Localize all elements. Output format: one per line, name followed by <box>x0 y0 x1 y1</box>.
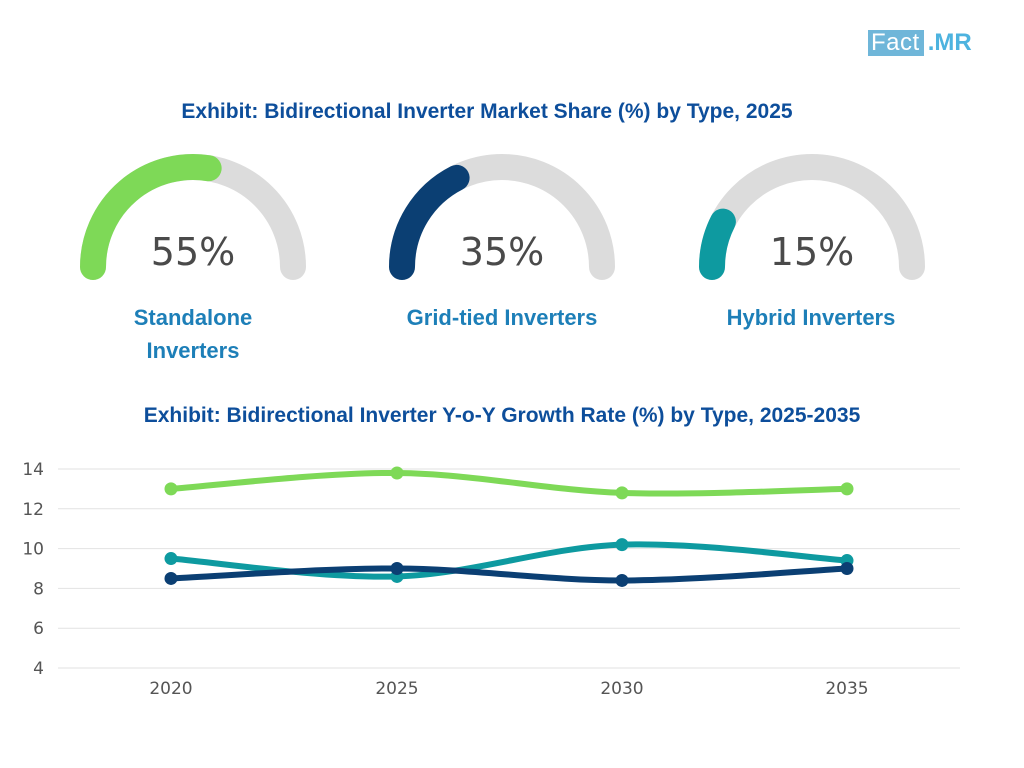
data-point-hybrid-inverters <box>615 538 629 552</box>
y-tick-label: 8 <box>33 579 44 599</box>
data-point-grid-tied-inverters <box>840 562 854 575</box>
gauge-value-hybrid: 15% <box>770 230 854 274</box>
data-point-standalone-inverters <box>615 486 629 500</box>
data-point-grid-tied-inverters <box>615 573 629 587</box>
gauge-fill-grid-tied <box>389 164 470 280</box>
data-point-standalone-inverters <box>164 482 178 496</box>
series-line-grid-tied-inverters <box>168 565 850 584</box>
data-point-hybrid-inverters <box>164 552 178 566</box>
data-point-standalone-inverters <box>390 466 404 480</box>
x-tick-label: 2030 <box>600 679 643 699</box>
logo-text-mr: .MR <box>927 29 972 56</box>
factmr-logo: Fact .MR <box>868 30 972 56</box>
gauge-value-standalone: 55% <box>151 230 235 274</box>
series-line-hybrid-inverters <box>168 541 850 580</box>
series-line-standalone-inverters <box>168 469 850 497</box>
gauge-fill-standalone <box>80 154 222 280</box>
y-tick-label: 10 <box>22 540 44 560</box>
data-point-standalone-inverters <box>840 482 854 496</box>
gauge-label-hybrid: Hybrid Inverters <box>726 305 896 330</box>
gauge-label-standalone: Standalone Inverters <box>133 305 253 363</box>
y-tick-label: 12 <box>22 500 44 520</box>
x-tick-label: 2035 <box>825 679 868 699</box>
gauge-fill-hybrid <box>699 208 736 280</box>
logo-text-fact: Fact <box>868 30 924 56</box>
gauge-label-grid-tied: Grid-tied Inverters <box>406 305 598 330</box>
x-tick-label: 2020 <box>149 679 192 699</box>
data-point-grid-tied-inverters <box>390 562 404 575</box>
y-tick-label: 4 <box>33 659 44 679</box>
gauge-value-grid-tied: 35% <box>460 230 544 274</box>
data-point-grid-tied-inverters <box>164 571 178 585</box>
gauge-chart-title: Exhibit: Bidirectional Inverter Market S… <box>181 100 793 123</box>
y-tick-label: 14 <box>22 460 44 480</box>
x-tick-label: 2025 <box>375 679 418 699</box>
y-tick-label: 6 <box>33 619 44 639</box>
line-chart-title: Exhibit: Bidirectional Inverter Y-o-Y Gr… <box>143 404 861 427</box>
